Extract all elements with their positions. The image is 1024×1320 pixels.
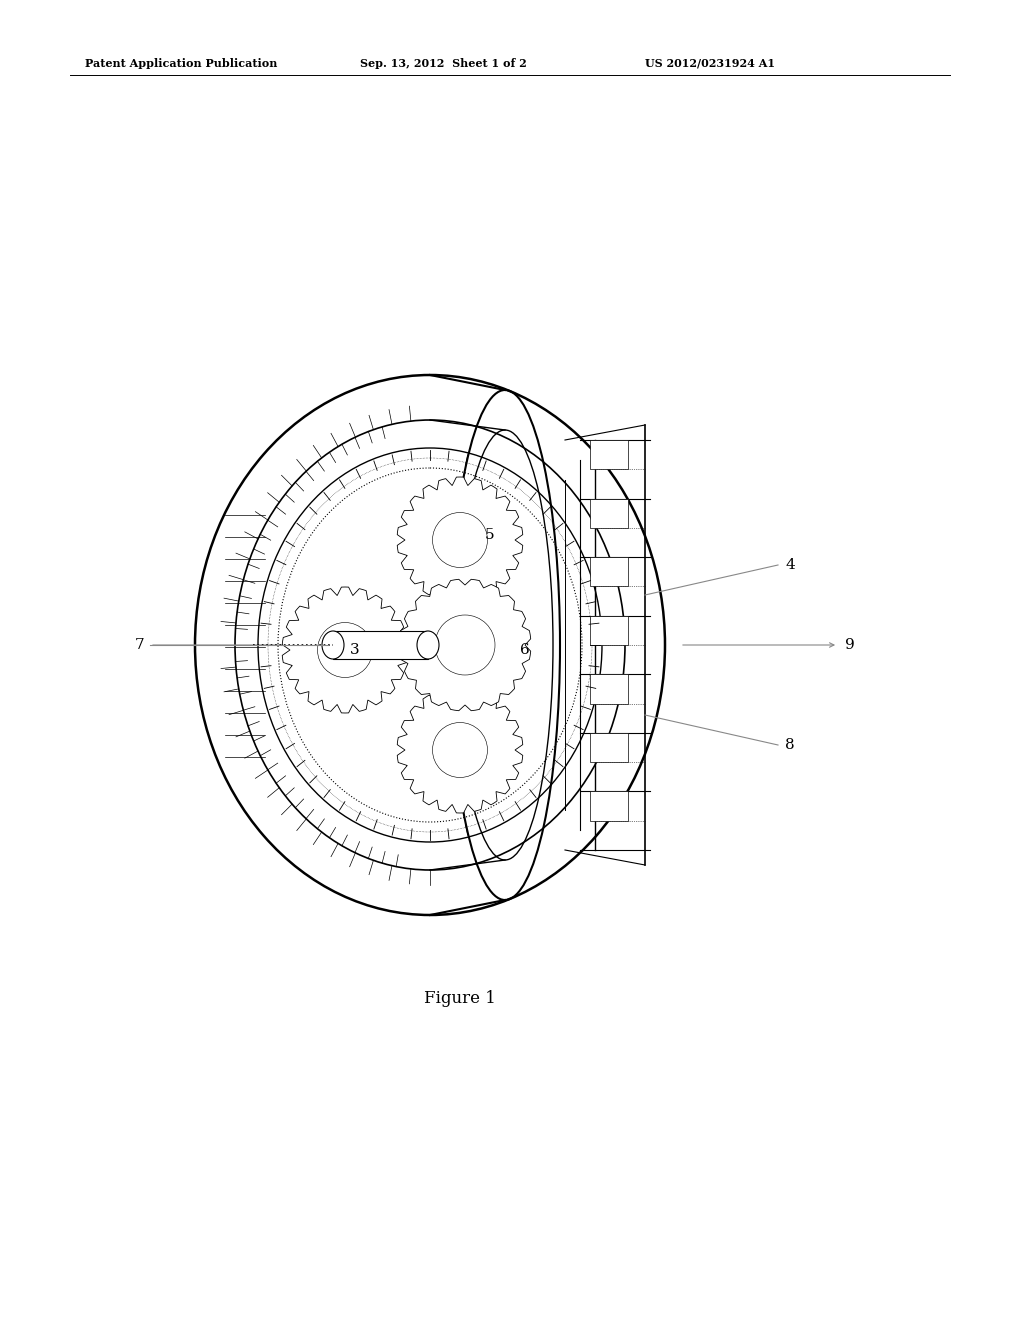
Text: 6: 6	[520, 643, 529, 657]
Polygon shape	[397, 477, 523, 603]
Bar	[590, 557, 628, 586]
Bar	[590, 675, 628, 704]
Text: Patent Application Publication: Patent Application Publication	[85, 58, 278, 69]
Bar	[590, 615, 628, 645]
Text: US 2012/0231924 A1: US 2012/0231924 A1	[645, 58, 775, 69]
Bar	[590, 792, 628, 821]
Circle shape	[432, 512, 487, 568]
Text: 5: 5	[485, 528, 495, 543]
Text: 3: 3	[350, 643, 359, 657]
Ellipse shape	[322, 631, 344, 659]
Circle shape	[432, 722, 487, 777]
Polygon shape	[397, 686, 523, 813]
Bar	[333, 631, 428, 659]
Circle shape	[317, 623, 373, 677]
Circle shape	[435, 615, 495, 675]
Text: 9: 9	[845, 638, 855, 652]
Bar	[590, 733, 628, 762]
Text: Figure 1: Figure 1	[424, 990, 496, 1007]
Text: Sep. 13, 2012  Sheet 1 of 2: Sep. 13, 2012 Sheet 1 of 2	[360, 58, 526, 69]
Bar	[590, 499, 628, 528]
Text: 7: 7	[135, 638, 144, 652]
Text: 4: 4	[785, 558, 795, 572]
Text: 8: 8	[785, 738, 795, 752]
Polygon shape	[399, 579, 530, 710]
Polygon shape	[283, 587, 408, 713]
Bar	[590, 440, 628, 470]
Ellipse shape	[417, 631, 439, 659]
